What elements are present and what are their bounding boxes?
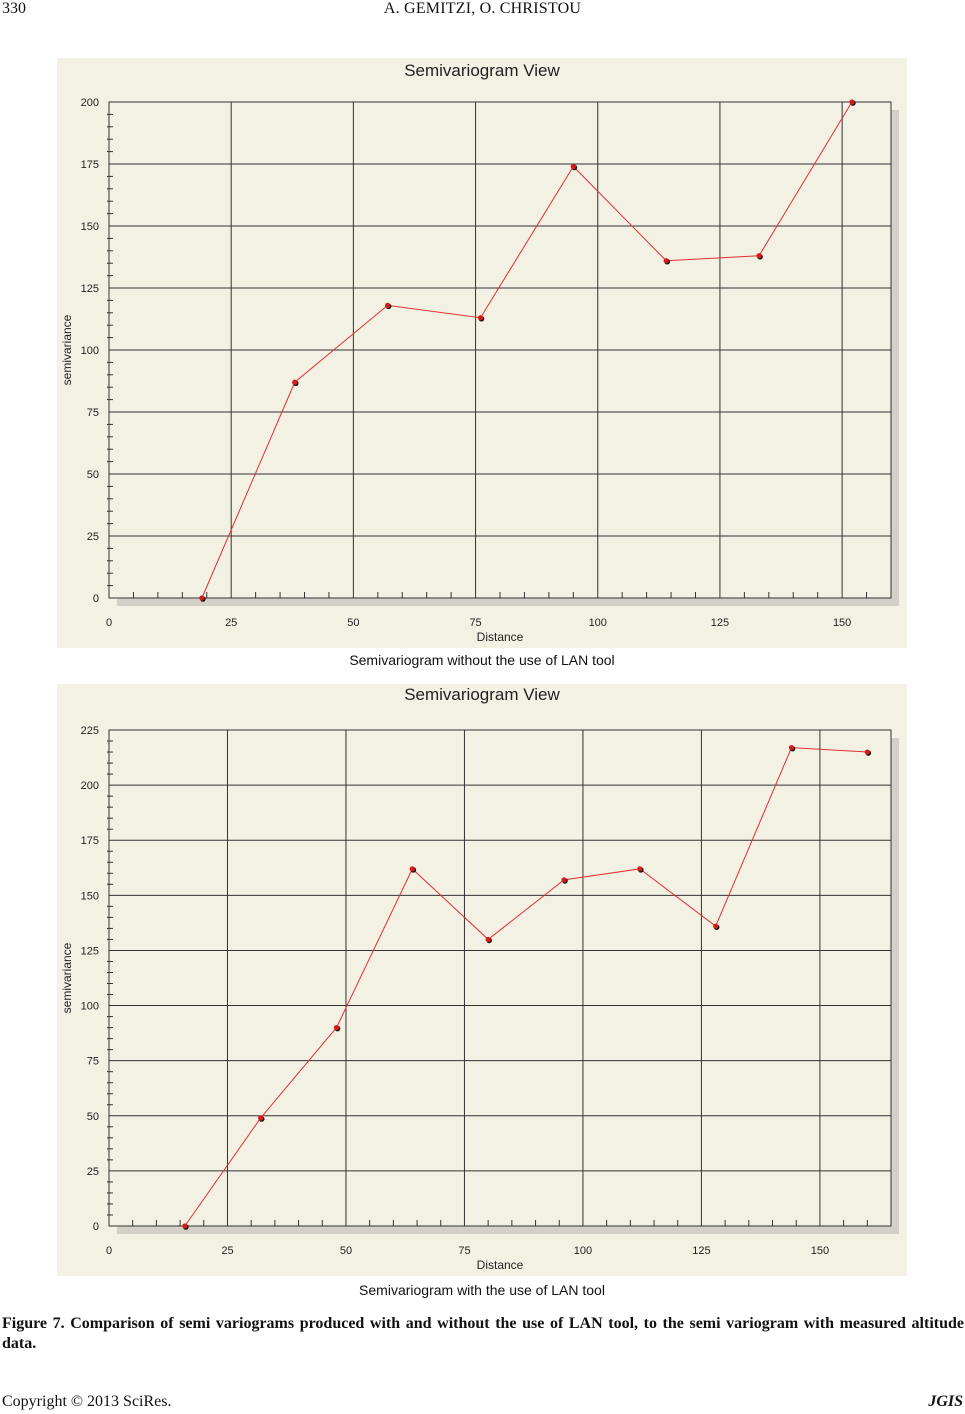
x-tick-label: 0	[106, 617, 112, 629]
chart-caption-without-lan: Semivariogram without the use of LAN too…	[349, 652, 615, 668]
y-tick-label: 225	[81, 725, 99, 737]
data-point	[849, 99, 855, 105]
y-tick-label: 125	[81, 283, 99, 295]
data-point	[409, 866, 415, 872]
chart-panel-with-lan: Semivariogram View 0 25 50 75 100 125 150 175 200…	[57, 684, 907, 1304]
series-line	[184, 747, 868, 1227]
x-tick-label: 50	[347, 617, 359, 629]
chart-title: Semivariogram View	[404, 685, 560, 704]
y-tick-label: 100	[81, 345, 99, 357]
x-tick-label: 150	[811, 1245, 829, 1257]
x-tick-label: 25	[225, 617, 237, 629]
data-point	[485, 936, 491, 943]
x-tick-label: 100	[589, 617, 607, 629]
data-point	[788, 745, 795, 751]
y-tick-label: 100	[81, 1001, 99, 1013]
x-tick-label: 50	[340, 1245, 352, 1257]
data-point	[292, 379, 298, 385]
y-tick-label: 0	[93, 1221, 99, 1233]
y-tick-label: 150	[81, 221, 99, 233]
y-tick-label: 0	[93, 593, 99, 605]
y-tick-label: 125	[81, 945, 99, 957]
y-tick-label: 200	[81, 780, 99, 792]
page-number: 330	[2, 0, 26, 17]
data-point	[756, 253, 762, 259]
y-tick-label: 75	[87, 1056, 99, 1068]
data-point	[663, 258, 669, 264]
y-tick-label: 25	[87, 1166, 99, 1178]
y-tick-label: 50	[87, 469, 99, 481]
y-tick-label: 175	[81, 835, 99, 847]
chart-caption-with-lan: Semivariogram with the use of LAN tool	[359, 1282, 605, 1298]
y-axis-label: semivariance	[60, 942, 74, 1013]
chart-title: Semivariogram View	[404, 61, 560, 80]
footer-journal: JGIS	[928, 1393, 963, 1410]
series-line	[201, 101, 853, 599]
y-tick-label: 200	[81, 97, 99, 109]
plot-area	[108, 729, 892, 1227]
data-point	[561, 877, 567, 883]
y-tick-label: 50	[87, 1111, 99, 1123]
chart-panel-without-lan: Semivariogram View 0 25 50 75 100 125 150 175 200…	[57, 58, 907, 676]
y-tick-label: 150	[81, 890, 99, 902]
data-point	[199, 595, 205, 601]
data-point	[258, 1115, 264, 1121]
data-point	[637, 866, 643, 872]
data-point	[477, 315, 484, 321]
data-point	[864, 749, 870, 755]
x-tick-label: 100	[574, 1245, 592, 1257]
y-axis-label: semivariance	[60, 314, 74, 385]
data-point	[384, 302, 391, 308]
x-tick-label: 125	[711, 617, 729, 629]
x-axis-label: Distance	[477, 1258, 524, 1272]
data-point	[333, 1025, 340, 1031]
figure-caption: Figure 7. Comparison of semi variograms …	[2, 1315, 964, 1352]
running-head: A. GEMITZI, O. CHRISTOU	[383, 0, 582, 17]
y-tick-label: 175	[81, 159, 99, 171]
y-tick-label: 25	[87, 531, 99, 543]
x-tick-label: 0	[106, 1245, 112, 1257]
data-point	[182, 1223, 188, 1229]
semivariogram-chart-with-lan: Semivariogram View 0 25 50 75 100 125 150 175 200…	[57, 684, 907, 1276]
x-tick-label: 125	[692, 1245, 710, 1257]
data-point	[570, 163, 576, 170]
footer-copyright: Copyright © 2013 SciRes.	[2, 1393, 172, 1410]
x-tick-label: 75	[458, 1245, 470, 1257]
x-tick-label: 25	[221, 1245, 233, 1257]
x-tick-label: 150	[833, 617, 851, 629]
semivariogram-chart-without-lan: Semivariogram View 0 25 50 75 100 125 150 175 200…	[57, 58, 907, 648]
x-tick-label: 75	[469, 617, 481, 629]
data-point	[713, 923, 719, 929]
y-tick-label: 75	[87, 407, 99, 419]
x-axis-label: Distance	[477, 630, 524, 644]
